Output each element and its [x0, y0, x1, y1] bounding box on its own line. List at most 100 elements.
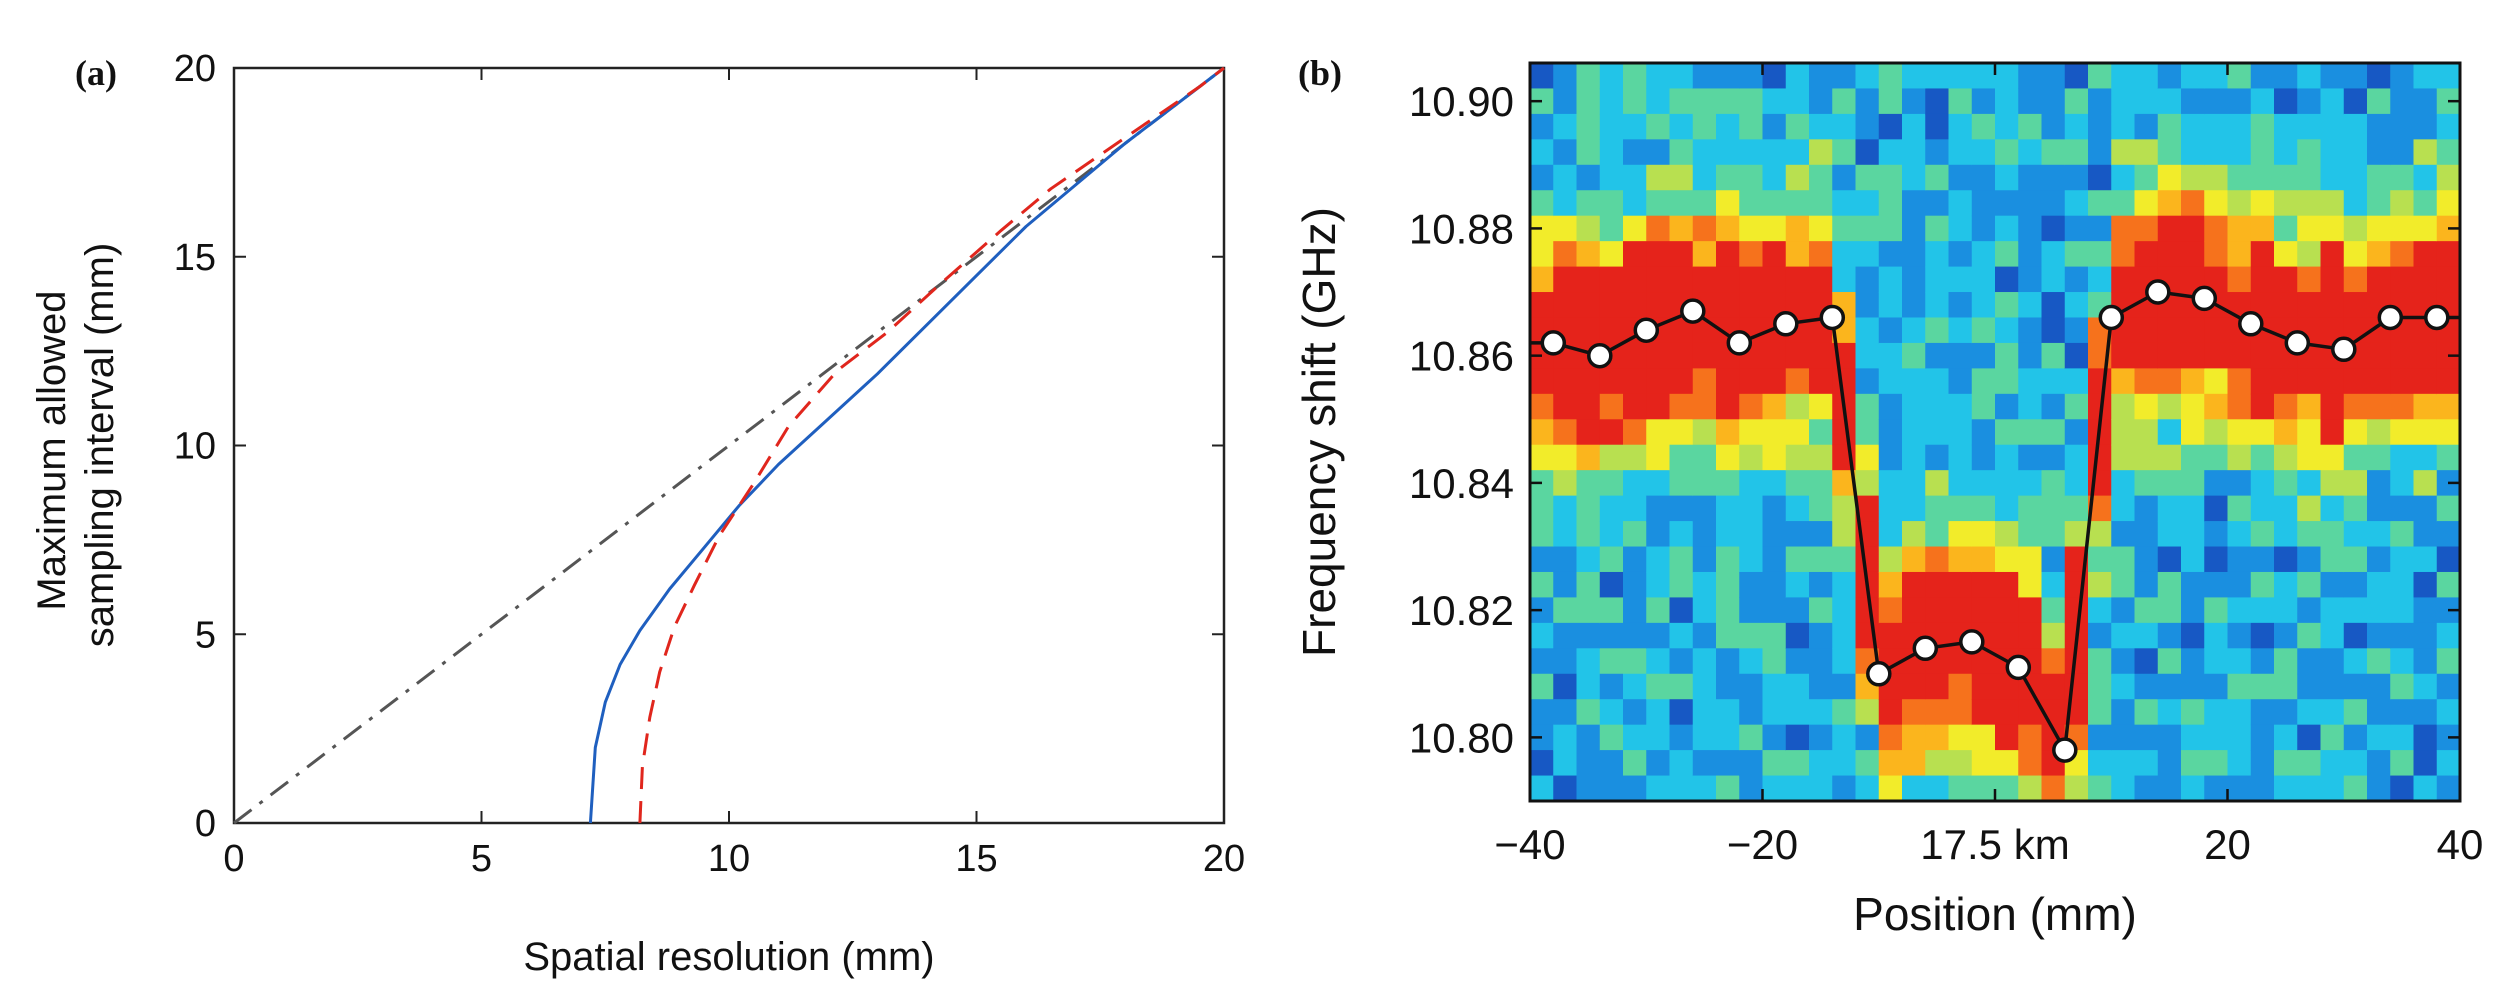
- heatmap-cell: [1855, 113, 1880, 140]
- heatmap-cell: [1995, 292, 2019, 319]
- heatmap-cell: [1971, 88, 1996, 115]
- heatmap-cell: [1762, 597, 1787, 624]
- heatmap-cell: [1576, 546, 1601, 573]
- heatmap-cell: [1739, 673, 1764, 700]
- heatmap-cell: [1553, 139, 1578, 166]
- heatmap-cell: [1809, 190, 1833, 217]
- heatmap-cell: [1785, 470, 1810, 497]
- panel-b-peak-marker: [2052, 737, 2078, 763]
- heatmap-cell: [1995, 673, 2019, 700]
- heatmap-cell: [1878, 597, 1903, 624]
- heatmap-cell: [1809, 571, 1833, 599]
- heatmap-cell: [1576, 444, 1601, 471]
- panel-b-peak-marker: [1587, 342, 1613, 369]
- heatmap-cell: [1925, 495, 1950, 522]
- heatmap-cell: [1855, 190, 1880, 217]
- heatmap-cell: [1576, 419, 1601, 446]
- heatmap-cell: [1692, 597, 1717, 624]
- heatmap-cell: [1855, 215, 1880, 242]
- heatmap-cell: [1739, 215, 1764, 242]
- heatmap-cell: [1855, 317, 1880, 344]
- panel-b-peak-marker: [2098, 304, 2125, 331]
- heatmap-cell: [1902, 113, 1926, 140]
- panel-b-peak-marker: [2284, 330, 2311, 356]
- heatmap-cell: [2320, 673, 2345, 700]
- heatmap-cell: [2274, 724, 2298, 751]
- heatmap-cell: [2436, 648, 2461, 675]
- heatmap-cell: [2250, 470, 2275, 497]
- heatmap-cell: [2204, 648, 2229, 675]
- heatmap-cell: [1692, 521, 1717, 548]
- heatmap-cell: [1646, 393, 1671, 420]
- heatmap-cell: [2181, 597, 2205, 624]
- heatmap-cell: [1809, 750, 1833, 777]
- heatmap-cell: [1971, 495, 1996, 522]
- heatmap-cell: [1925, 241, 1950, 268]
- heatmap-cell: [2320, 113, 2345, 140]
- heatmap-cell: [2111, 495, 2136, 522]
- heatmap-cell: [2111, 673, 2136, 700]
- heatmap-cell: [1623, 521, 1647, 548]
- heatmap-cell: [1739, 266, 1764, 293]
- heatmap-cell: [1855, 699, 1880, 726]
- heatmap-cell: [1530, 292, 1554, 319]
- heatmap-cell: [1832, 571, 1857, 599]
- heatmap-cell: [2041, 368, 2066, 395]
- heatmap-cell: [2181, 495, 2205, 522]
- panel-b-peak-marker: [2145, 279, 2171, 305]
- heatmap-cell: [2227, 393, 2252, 420]
- heatmap-cell: [1669, 266, 1694, 293]
- heatmap-cell: [1646, 419, 1671, 446]
- heatmap-cell: [1646, 648, 1671, 675]
- heatmap-cell: [1925, 470, 1950, 497]
- heatmap-cell: [2320, 88, 2345, 115]
- heatmap-cell: [2250, 648, 2275, 675]
- heatmap-cell: [1669, 241, 1694, 268]
- heatmap-cell: [1576, 775, 1601, 802]
- heatmap-cell: [2204, 724, 2229, 751]
- heatmap-cell: [2367, 444, 2391, 471]
- heatmap-cell: [2064, 470, 2089, 497]
- heatmap-cell: [1902, 750, 1926, 777]
- heatmap-cell: [2157, 673, 2182, 700]
- heatmap-cell: [1762, 571, 1787, 599]
- heatmap-cell: [2390, 113, 2415, 140]
- heatmap-cell: [1948, 241, 1973, 268]
- heatmap-cell: [2041, 63, 2066, 90]
- heatmap-cell: [2064, 113, 2089, 140]
- heatmap-cell: [2204, 266, 2229, 293]
- heatmap-cell: [1809, 368, 1833, 395]
- heatmap-cell: [2181, 63, 2205, 90]
- heatmap-cell: [1599, 622, 1624, 649]
- heatmap-cell: [2088, 444, 2112, 471]
- heatmap-cell: [2157, 597, 2182, 624]
- heatmap-cell: [2134, 673, 2159, 700]
- panel-a-x-tick-label: 10: [708, 838, 750, 880]
- heatmap-cell: [1530, 546, 1554, 573]
- heatmap-cell: [1902, 571, 1926, 599]
- heatmap-cell: [2436, 775, 2461, 802]
- heatmap-cell: [1855, 241, 1880, 268]
- heatmap-cell: [2134, 495, 2159, 522]
- heatmap-cell: [1599, 521, 1624, 548]
- heatmap-cell: [1739, 393, 1764, 420]
- heatmap-cell: [1878, 215, 1903, 242]
- heatmap-cell: [2227, 648, 2252, 675]
- heatmap-cell: [1995, 113, 2019, 140]
- heatmap-cell: [1669, 470, 1694, 497]
- heatmap-cell: [2111, 648, 2136, 675]
- heatmap-cell: [1599, 724, 1624, 751]
- heatmap-cell: [1599, 546, 1624, 573]
- heatmap-cell: [2297, 775, 2322, 802]
- heatmap-cell: [2436, 164, 2461, 191]
- heatmap-cell: [1646, 622, 1671, 649]
- heatmap-cell: [1553, 750, 1578, 777]
- heatmap-cell: [2227, 597, 2252, 624]
- heatmap-cell: [1692, 622, 1717, 649]
- heatmap-cell: [1832, 724, 1857, 751]
- heatmap-cell: [1878, 63, 1903, 90]
- heatmap-cell: [1692, 164, 1717, 191]
- heatmap-cell: [1948, 546, 1973, 573]
- heatmap-cell: [2134, 139, 2159, 166]
- heatmap-cell: [1809, 673, 1833, 700]
